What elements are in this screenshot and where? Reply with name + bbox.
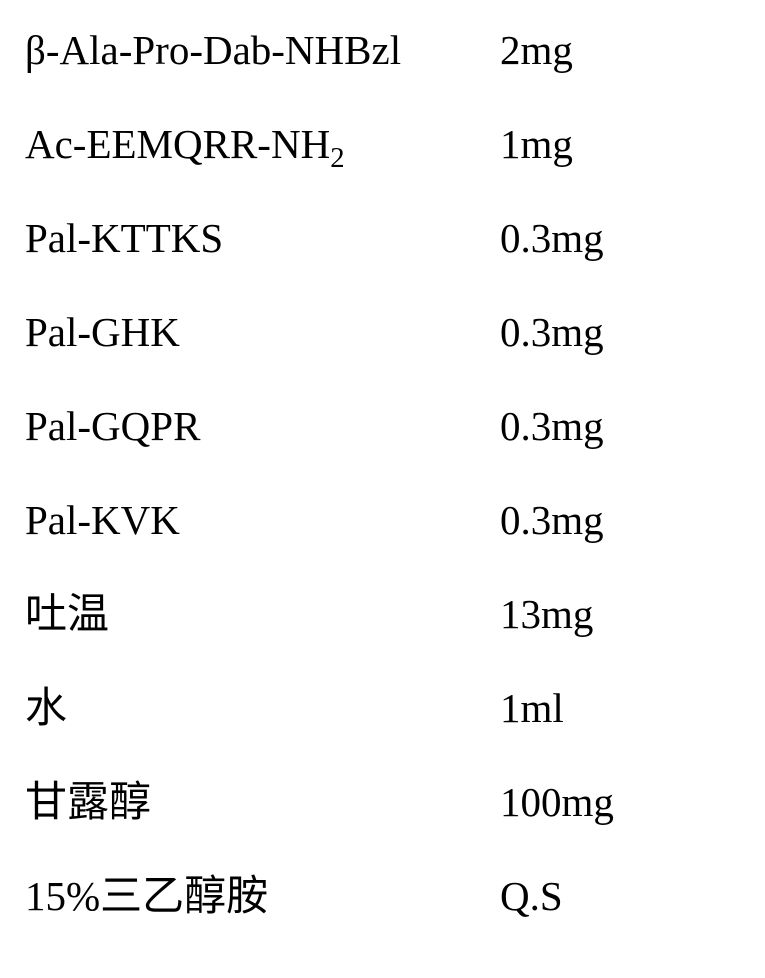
- ingredient-name: Pal-KTTKS: [25, 218, 500, 259]
- ingredient-name: 甘露醇: [25, 782, 500, 824]
- table-row: 吐温 13mg: [25, 594, 740, 688]
- ingredient-name: 吐温: [25, 594, 500, 636]
- ingredient-name: Pal-GQPR: [25, 406, 500, 447]
- ingredient-amount: Q.S: [500, 876, 563, 917]
- table-row: 水 1ml: [25, 688, 740, 782]
- ingredient-amount: 1ml: [500, 688, 564, 729]
- ingredient-amount: 0.3mg: [500, 218, 604, 259]
- ingredient-name: Pal-GHK: [25, 312, 500, 353]
- table-row: 15%三乙醇胺 Q.S: [25, 876, 740, 970]
- table-row: 甘露醇 100mg: [25, 782, 740, 876]
- ingredient-name: Pal-KVK: [25, 500, 500, 541]
- formulation-page: β-Ala-Pro-Dab-NHBzl 2mg Ac-EEMQRR-NH2 1m…: [0, 0, 765, 978]
- ingredient-name: Ac-EEMQRR-NH2: [25, 124, 500, 165]
- ingredient-list: β-Ala-Pro-Dab-NHBzl 2mg Ac-EEMQRR-NH2 1m…: [25, 30, 740, 970]
- ingredient-name: β-Ala-Pro-Dab-NHBzl: [25, 30, 500, 71]
- table-row: Ac-EEMQRR-NH2 1mg: [25, 124, 740, 218]
- table-row: Pal-GQPR 0.3mg: [25, 406, 740, 500]
- table-row: Pal-KTTKS 0.3mg: [25, 218, 740, 312]
- table-row: Pal-GHK 0.3mg: [25, 312, 740, 406]
- ingredient-name: 15%三乙醇胺: [25, 876, 500, 918]
- ingredient-amount: 0.3mg: [500, 500, 604, 541]
- ingredient-name: 水: [25, 688, 500, 730]
- ingredient-amount: 13mg: [500, 594, 593, 635]
- table-row: Pal-KVK 0.3mg: [25, 500, 740, 594]
- ingredient-amount: 1mg: [500, 124, 573, 165]
- ingredient-amount: 2mg: [500, 30, 573, 71]
- ingredient-amount: 100mg: [500, 782, 614, 823]
- ingredient-amount: 0.3mg: [500, 406, 604, 447]
- ingredient-amount: 0.3mg: [500, 312, 604, 353]
- table-row: β-Ala-Pro-Dab-NHBzl 2mg: [25, 30, 740, 124]
